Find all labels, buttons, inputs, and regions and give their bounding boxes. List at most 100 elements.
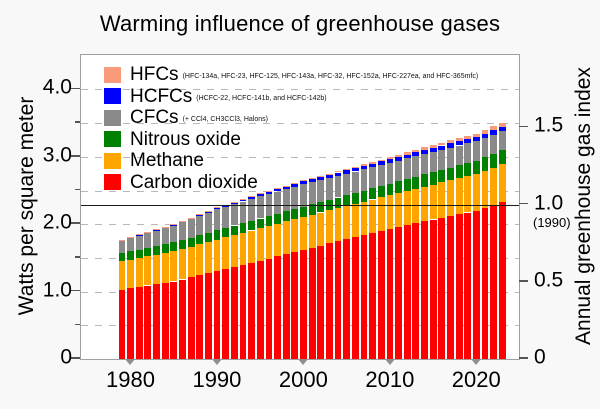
bar-segment-hcfcs (490, 130, 498, 135)
legend-item-hcfcs: HCFCs (HCFC-22, HCFC-141b, and HCFC-142b) (104, 87, 327, 106)
bar-segment-carbon-dioxide (248, 262, 256, 359)
bar-segment-methane (403, 190, 411, 226)
bar-segment-hfcs (343, 168, 351, 171)
right-tick-major (519, 125, 528, 128)
bar-segment-hcfcs (412, 152, 420, 157)
bar-segment-cfcs (118, 240, 126, 254)
bar-segment-nitrous-oxide (343, 195, 351, 206)
bar-segment-cfcs (377, 165, 385, 186)
bar-segment-carbon-dioxide (196, 275, 204, 359)
bar-segment-nitrous-oxide (248, 220, 256, 231)
bar-segment-nitrous-oxide (464, 163, 472, 177)
bar-segment-hcfcs (369, 163, 377, 168)
bar-segment-hfcs (317, 175, 325, 177)
bar-segment-hfcs (455, 138, 463, 142)
bar-segment-cfcs (291, 186, 299, 209)
left-tick-major (71, 289, 80, 292)
bar-segment-carbon-dioxide (464, 212, 472, 359)
bar-segment-hfcs (351, 166, 359, 169)
bar-segment-carbon-dioxide (369, 233, 377, 359)
bar-segment-methane (127, 259, 134, 289)
bar-segment-hcfcs (481, 133, 489, 138)
bar-segment-nitrous-oxide (153, 246, 160, 255)
bar-segment-hfcs (412, 149, 420, 153)
bar-segment-nitrous-oxide (239, 223, 247, 233)
bar-segment-carbon-dioxide (204, 273, 212, 359)
bar-segment-hcfcs (351, 168, 359, 172)
bar-segment-methane (256, 228, 264, 261)
bar-segment-nitrous-oxide (481, 157, 489, 171)
legend-label-carbon-dioxide: Carbon dioxide (130, 171, 258, 193)
bar-segment-methane (343, 206, 351, 239)
bar-segment-carbon-dioxide (403, 225, 411, 359)
bar-segment-methane (490, 167, 498, 205)
bar-segment-cfcs (386, 162, 394, 184)
bar-segment-methane (481, 171, 489, 208)
x-tick-label: 2000 (278, 367, 328, 392)
bar-segment-methane (421, 186, 428, 222)
right-tick-label: 1.5 (534, 113, 564, 137)
bar-segment-methane (377, 197, 385, 231)
bar-segment-carbon-dioxide (170, 281, 178, 359)
bar-segment-carbon-dioxide (230, 267, 238, 359)
legend-item-methane: Methane (104, 151, 204, 170)
bar-segment-hcfcs (170, 224, 178, 226)
bar-segment-cfcs (239, 201, 247, 224)
bar-segment-hcfcs (274, 188, 281, 192)
bar-segment-cfcs (222, 206, 230, 228)
right-tick-major (519, 202, 528, 205)
bar-segment-carbon-dioxide (135, 286, 143, 359)
bar-segment-methane (498, 164, 506, 202)
bar-segment-methane (326, 210, 333, 244)
bar-segment-hcfcs (447, 143, 454, 148)
bar-segment-carbon-dioxide (334, 241, 342, 359)
legend-swatch-carbon-dioxide (104, 174, 121, 190)
bar-segment-nitrous-oxide (222, 227, 230, 238)
bar-segment-carbon-dioxide (187, 277, 195, 359)
bar-segment-carbon-dioxide (490, 204, 498, 359)
bar-segment-hcfcs (498, 126, 506, 132)
bar-segment-nitrous-oxide (144, 247, 152, 257)
left-tick-label: 4.0 (42, 75, 72, 99)
legend-swatch-hcfcs (104, 88, 121, 104)
bar-segment-cfcs (421, 154, 428, 175)
bar-segment-methane (317, 212, 325, 246)
bar-segment-hcfcs (300, 181, 307, 185)
bar-segment-methane (412, 188, 420, 224)
legend-item-nitrous-oxide: Nitrous oxide (104, 130, 241, 149)
bar-segment-nitrous-oxide (447, 167, 454, 181)
bar-segment-nitrous-oxide (421, 174, 428, 187)
legend-swatch-cfcs (104, 109, 121, 126)
bar-segment-carbon-dioxide (360, 235, 368, 359)
bar-segment-cfcs (144, 233, 152, 248)
decade-marker-triangle (471, 359, 482, 365)
decade-marker-triangle (125, 359, 136, 365)
bar-segment-carbon-dioxide (377, 230, 385, 359)
bar-segment-cfcs (187, 219, 195, 238)
bar-segment-nitrous-oxide (395, 181, 402, 194)
bar-segment-hfcs (334, 171, 342, 173)
bar-segment-cfcs (455, 145, 463, 166)
bar-segment-hcfcs (282, 186, 290, 190)
left-tick-label: 0 (60, 345, 72, 369)
bar-segment-hfcs (498, 122, 506, 127)
bar-segment-hcfcs (265, 191, 273, 194)
bar-segment-cfcs (196, 215, 204, 236)
bar-segment-hfcs (481, 130, 489, 134)
bar-segment-nitrous-oxide (369, 188, 377, 200)
bar-segment-hcfcs (127, 237, 134, 238)
legend-label-hfcs: HFCs (130, 64, 179, 85)
left-tick-label: 2.0 (42, 210, 72, 234)
bar-segment-carbon-dioxide (317, 245, 325, 359)
bar-segment-nitrous-oxide (170, 242, 178, 252)
bar-segment-nitrous-oxide (282, 211, 290, 222)
bar-segment-hcfcs (326, 174, 333, 178)
right-tick-label: 0 (534, 345, 546, 369)
bar-segment-cfcs (403, 158, 411, 179)
bar-segment-hcfcs (317, 177, 325, 181)
bar-segment-cfcs (360, 169, 368, 191)
bar-segment-carbon-dioxide (179, 279, 186, 359)
bar-segment-hfcs (386, 157, 394, 160)
bar-segment-carbon-dioxide (395, 227, 402, 359)
